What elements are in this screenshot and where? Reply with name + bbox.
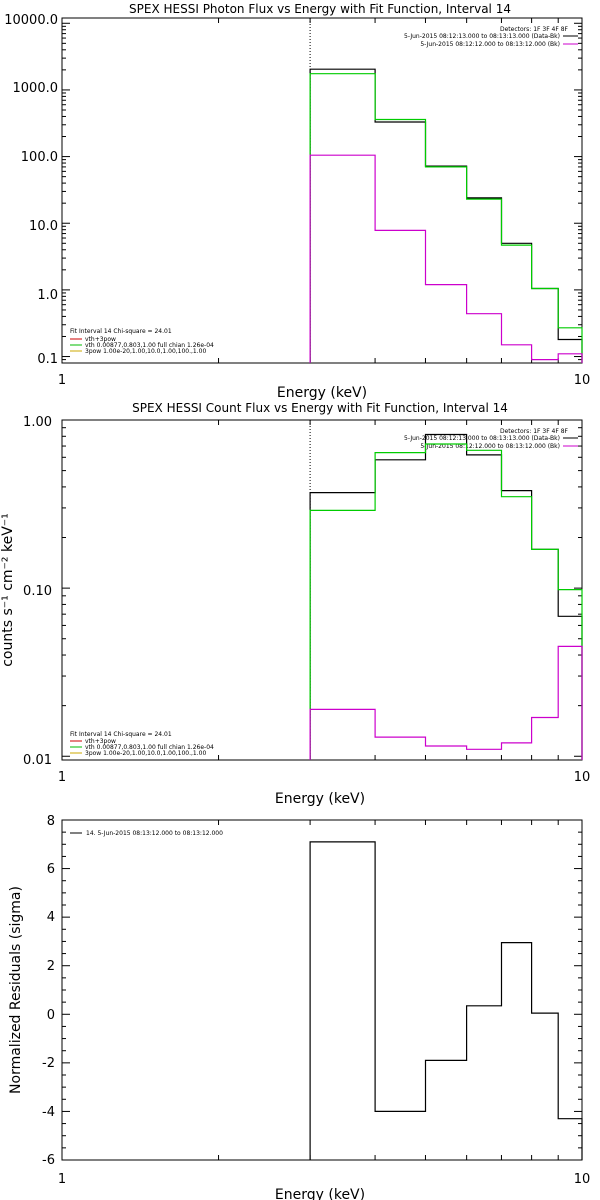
y-tick-label: -4 [42,1105,55,1120]
y-tick-label: 0.01 [23,753,52,768]
photon-flux-fit-legend: Fit Interval 14 Chi-square = 24.01 vth+3… [70,328,214,355]
histogram-series-0 [309,841,583,1160]
photon-flux-top-legend: Detectors: 1F 3F 4F 8F 5-Jun-2015 08:12:… [404,26,578,48]
residuals-data-marks [62,819,583,1161]
y-tick-label: 0 [47,1008,55,1023]
photon-flux-x-axis-label: Energy (keV) [277,385,367,401]
residuals-x-axis-label: Energy (keV) [275,1187,365,1200]
y-tick-label: 2 [47,959,55,974]
histogram-series-1 [309,73,583,363]
count-flux-title: SPEX HESSI Count Flux vs Energy with Fit… [132,401,508,415]
histogram-series-0 [309,68,583,363]
histogram-series-2 [309,154,583,363]
legend-data-bk: 5-Jun-2015 08:12:13.000 to 08:13:13.000 … [404,435,560,442]
y-tick-label: -6 [42,1153,55,1168]
y-tick-label: 1000.0 [13,81,59,96]
count-flux-y-ticks: 0.01 0.10 1.00 [23,415,52,768]
y-tick-label: 6 [47,862,55,877]
count-flux-panel: SPEX HESSI Count Flux vs Energy with Fit… [0,401,590,807]
photon-flux-panel: SPEX HESSI Photon Flux vs Energy with Fi… [4,2,590,401]
x-tick-label: 1 [58,373,66,388]
count-flux-x-axis-label: Energy (keV) [275,791,365,807]
count-flux-fit-legend: Fit Interval 14 Chi-square = 24.01 vth+3… [70,731,214,757]
count-flux-y-axis-label: counts s⁻¹ cm⁻² keV⁻¹ [0,513,16,667]
x-tick-label: 10 [574,770,591,785]
photon-flux-y-ticks: 0.1 1.0 10.0 100.0 1000.0 10000.0 [4,13,58,367]
legend-bk: 5-Jun-2015 08:12:12.000 to 08:13:12.000 … [420,443,560,450]
legend-data-bk: 5-Jun-2015 08:12:13.000 to 08:13:13.000 … [404,33,560,40]
legend-detectors: Detectors: 1F 3F 4F 8F [500,428,569,435]
histogram-series-2 [309,645,583,760]
x-tick-label: 1 [58,1172,66,1187]
fit-3pow-text: 3pow 1.00e-20,1.00,10.0,1.00,100.,1.00 [85,348,206,355]
y-tick-label: 10.0 [29,219,58,234]
count-flux-data-marks [62,419,583,760]
fit-total-text: vth+3pow [85,336,116,343]
y-tick-label: 1.00 [23,415,52,430]
fit-interval-text: Fit Interval 14 Chi-square = 24.01 [70,328,172,335]
residuals-plot-frame [61,819,583,1161]
fit-total-text: vth+3pow [85,738,116,745]
y-tick-label: 10000.0 [4,13,58,28]
histogram-series-0 [309,433,583,760]
legend-bk: 5-Jun-2015 08:12:12.000 to 08:13:12.000 … [420,41,560,48]
y-tick-label: 8 [47,814,55,829]
fit-vth-text: vth 0.00877,0.803,1.00 full chian 1.26e-… [85,342,214,349]
y-tick-label: 100.0 [21,150,58,165]
fit-interval-text: Fit Interval 14 Chi-square = 24.01 [70,731,172,738]
y-tick-label: -2 [42,1056,55,1071]
photon-flux-title: SPEX HESSI Photon Flux vs Energy with Fi… [129,2,511,16]
y-tick-label: 0.1 [37,352,58,367]
residuals-panel: -6 -4 -2 0 2 4 6 8 1 10 Energy (keV) Nor… [8,814,590,1200]
residuals-legend-text: 14. 5-Jun-2015 08:13:12.000 to 08:13:12.… [86,830,223,837]
y-tick-label: 0.10 [23,584,52,599]
residuals-y-axis-label: Normalized Residuals (sigma) [8,886,24,1094]
photon-flux-data-marks [62,18,583,363]
y-tick-label: 4 [47,910,55,925]
histogram-series-1 [309,443,583,760]
x-tick-label: 10 [574,1172,591,1187]
fit-vth-text: vth 0.00877,0.803,1.00 full chian 1.26e-… [85,744,214,751]
count-flux-top-legend: Detectors: 1F 3F 4F 8F 5-Jun-2015 08:12:… [404,428,578,450]
residuals-y-ticks: -6 -4 -2 0 2 4 6 8 [42,814,55,1168]
residuals-legend: 14. 5-Jun-2015 08:13:12.000 to 08:13:12.… [70,830,223,837]
fit-3pow-text: 3pow 1.00e-20,1.00,10.0,1.00,100.,1.00 [85,750,206,757]
y-tick-label: 1.0 [37,288,58,303]
photon-flux-plot-frame [61,17,583,364]
x-tick-label: 10 [574,373,591,388]
legend-detectors: Detectors: 1F 3F 4F 8F [500,26,569,33]
x-tick-label: 1 [58,770,66,785]
